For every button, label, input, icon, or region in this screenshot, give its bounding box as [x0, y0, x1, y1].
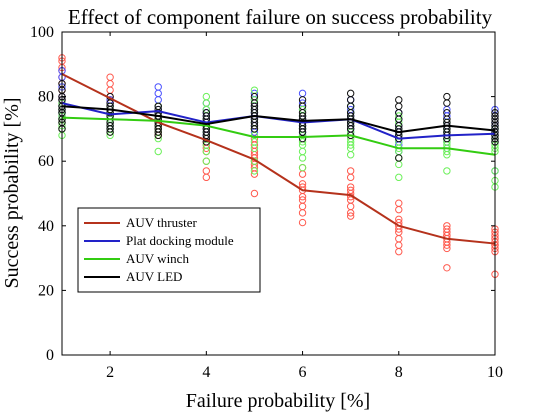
sample-point-series-0 [298, 193, 307, 201]
y-tick-label: 100 [30, 24, 54, 41]
legend-label-3: AUV LED [126, 269, 182, 284]
sample-point-series-2 [298, 154, 307, 162]
sample-point-series-0 [395, 235, 403, 243]
y-tick-label: 0 [46, 347, 54, 364]
sample-point-series-0 [106, 86, 114, 94]
sample-point-series-0 [106, 79, 114, 88]
sample-point-series-0 [298, 202, 307, 211]
sample-point-series-2 [395, 160, 403, 169]
sample-point-series-0 [202, 173, 211, 182]
x-tick-label: 8 [395, 364, 403, 381]
sample-point-series-0 [298, 209, 307, 217]
sample-point-series-0 [443, 241, 451, 249]
sample-point-series-2 [346, 141, 355, 149]
sample-point-series-2 [202, 99, 211, 107]
sample-point-series-3 [443, 99, 451, 107]
sample-point-series-0 [395, 199, 403, 207]
x-tick-label: 6 [299, 364, 307, 381]
sample-point-series-3 [298, 134, 307, 143]
y-tick-label: 60 [38, 153, 54, 170]
legend: AUV thruster Plat docking module AUV winch… [77, 207, 261, 293]
sample-point-series-0 [443, 264, 451, 272]
sample-point-series-0 [202, 167, 211, 175]
sample-point-series-2 [202, 147, 211, 156]
sample-point-series-2 [346, 151, 355, 159]
sample-point-series-3 [395, 154, 403, 162]
sample-point-series-0 [346, 202, 355, 211]
sample-point-series-3 [395, 96, 403, 104]
sample-point-series-0 [346, 212, 355, 220]
sample-point-series-3 [154, 131, 162, 140]
sample-point-series-1 [154, 89, 162, 98]
plot-frame [61, 31, 496, 356]
sample-point-series-2 [250, 167, 259, 175]
sample-point-series-0 [346, 209, 355, 217]
sample-point-series-0 [346, 173, 355, 182]
sample-point-series-0 [346, 167, 355, 175]
x-tick-label: 10 [487, 364, 503, 381]
y-tick-label: 40 [38, 218, 54, 235]
y-tick-label: 20 [38, 282, 54, 299]
sample-point-series-3 [106, 125, 114, 133]
sample-point-series-0 [106, 73, 114, 81]
y-tick-label: 80 [38, 89, 54, 106]
sample-point-series-3 [250, 121, 259, 130]
sample-point-series-3 [346, 89, 355, 98]
series-line-2 [61, 116, 496, 156]
legend-label-2: AUV winch [126, 251, 189, 266]
sample-point-series-2 [298, 147, 307, 156]
sample-point-series-2 [443, 167, 451, 175]
sample-point-series-2 [298, 163, 307, 172]
sample-point-series-2 [154, 147, 162, 156]
series-line-1 [61, 102, 496, 140]
legend-label-0: AUV thruster [126, 215, 198, 230]
legend-label-1: Plat docking module [126, 233, 234, 248]
sample-point-series-0 [443, 244, 451, 253]
sample-point-series-3 [154, 128, 162, 136]
sample-point-series-0 [298, 170, 307, 178]
chart-title: Effect of component failure on success p… [68, 5, 493, 29]
sample-point-series-2 [298, 138, 307, 146]
sample-point-series-0 [250, 189, 259, 198]
sample-point-series-0 [395, 247, 403, 256]
sample-point-series-0 [395, 205, 403, 214]
sample-point-series-0 [395, 241, 403, 249]
series-line-3 [61, 105, 496, 134]
x-tick-label: 2 [106, 364, 114, 381]
sample-point-series-3 [106, 128, 114, 136]
x-tick-label: 4 [202, 364, 210, 381]
sample-point-series-2 [202, 92, 211, 101]
sample-point-series-2 [250, 144, 259, 152]
sample-point-series-1 [154, 96, 162, 104]
sample-point-series-0 [250, 170, 259, 178]
sample-point-series-1 [154, 83, 162, 91]
sample-point-series-3 [250, 125, 259, 133]
sample-point-series-1 [298, 89, 307, 98]
sample-point-series-3 [346, 96, 355, 104]
sample-point-series-2 [202, 157, 211, 165]
sample-point-series-3 [346, 121, 355, 130]
y-axis-label: Success probability [%] [1, 97, 23, 288]
sample-point-series-0 [298, 218, 307, 227]
sample-point-series-3 [298, 125, 307, 133]
series-line-0 [61, 73, 496, 245]
sample-point-series-2 [443, 151, 451, 159]
sample-point-series-3 [395, 102, 403, 110]
x-axis-label: Failure probability [%] [186, 390, 370, 412]
sample-point-series-2 [395, 173, 403, 182]
sample-point-series-3 [443, 92, 451, 101]
